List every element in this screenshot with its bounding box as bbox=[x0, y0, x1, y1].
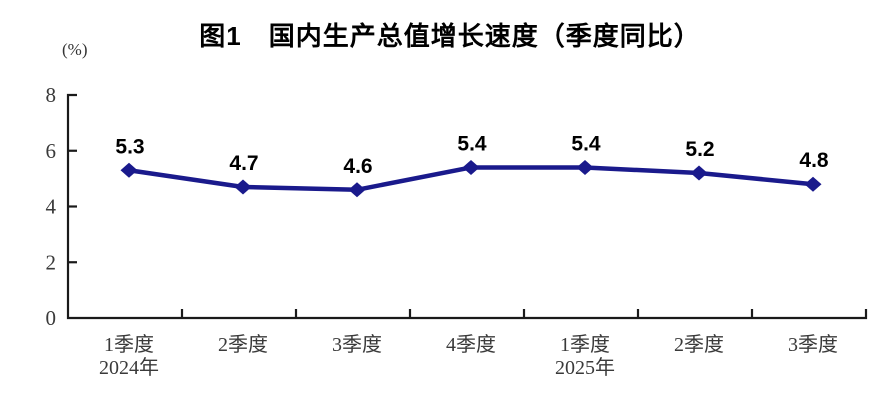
y-axis-tick-label: 0 bbox=[46, 306, 57, 330]
axis-frame bbox=[66, 93, 868, 320]
data-label: 4.7 bbox=[229, 152, 258, 175]
data-label: 5.4 bbox=[571, 132, 601, 155]
x-axis-tick-label: 2季度 bbox=[674, 333, 724, 356]
y-axis-tick-label: 4 bbox=[46, 195, 57, 219]
data-point-marker bbox=[690, 165, 708, 181]
data-point-marker bbox=[348, 182, 366, 198]
data-label: 5.3 bbox=[115, 135, 144, 158]
chart-title: 图1 国内生产总值增长速度（季度同比） bbox=[199, 21, 701, 51]
x-axis-tick-label: 1季度 bbox=[104, 333, 154, 356]
x-axis-year-label: 2024年 bbox=[99, 356, 159, 379]
y-axis-tick-label: 6 bbox=[46, 139, 57, 163]
x-axis-tick-label: 1季度 bbox=[560, 333, 610, 356]
data-point-marker bbox=[120, 162, 138, 178]
data-label: 4.6 bbox=[343, 155, 372, 178]
data-point-marker bbox=[804, 176, 822, 192]
x-axis-tick-label: 2季度 bbox=[218, 333, 268, 356]
data-point-marker bbox=[576, 159, 594, 175]
data-label: 4.8 bbox=[799, 149, 829, 172]
y-axis-unit-label: (%) bbox=[62, 40, 88, 59]
y-axis-tick-label: 8 bbox=[46, 83, 57, 107]
x-axis-tick-label: 4季度 bbox=[446, 333, 496, 356]
data-point-marker bbox=[462, 159, 480, 175]
data-point-marker bbox=[234, 179, 252, 195]
x-axis-tick-label: 3季度 bbox=[332, 333, 382, 356]
x-axis-tick-label: 3季度 bbox=[788, 333, 838, 356]
data-label: 5.4 bbox=[457, 132, 487, 155]
x-axis-year-label: 2025年 bbox=[555, 356, 615, 379]
y-axis-tick-label: 2 bbox=[46, 250, 57, 274]
data-label: 5.2 bbox=[685, 138, 714, 161]
